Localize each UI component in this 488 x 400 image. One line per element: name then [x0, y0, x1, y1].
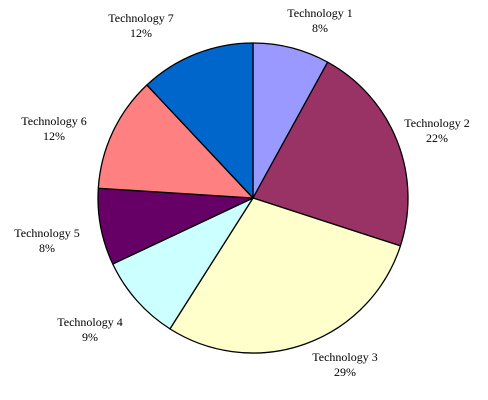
- pie-label-technology-7: Technology 7 12%: [108, 11, 173, 40]
- pie-label-percent: 22%: [426, 131, 448, 145]
- pie-slice-technology-6: [97, 84, 254, 199]
- pie-slices: [97, 42, 409, 354]
- pie-labels: Technology 1 8%Technology 2 22%Technology …: [14, 6, 469, 379]
- pie-label-name: Technology 3: [312, 350, 377, 364]
- pie-label-technology-1: Technology 1 8%: [287, 6, 352, 35]
- pie-label-name: Technology 5: [14, 226, 79, 240]
- pie-slice-technology-2: [252, 61, 409, 247]
- pie-label-technology-4: Technology 4 9%: [57, 315, 122, 344]
- pie-slice-technology-3: [169, 197, 402, 354]
- pie-label-technology-5: Technology 5 8%: [14, 226, 79, 255]
- pie-label-percent: 12%: [130, 26, 152, 40]
- pie-slice-technology-7: [146, 42, 254, 199]
- pie-label-percent: 8%: [39, 241, 55, 255]
- pie-label-technology-2: Technology 2 22%: [404, 116, 469, 145]
- pie-label-percent: 29%: [334, 365, 356, 379]
- pie-label-percent: 12%: [43, 129, 65, 143]
- pie-label-name: Technology 7: [108, 11, 173, 25]
- pie-label-name: Technology 4: [57, 315, 122, 329]
- pie-label-name: Technology 2: [404, 116, 469, 130]
- pie-label-technology-3: Technology 3 29%: [312, 350, 377, 379]
- pie-slice-technology-4: [112, 197, 254, 330]
- pie-label-name: Technology 1: [287, 6, 352, 20]
- pie-label-name: Technology 6: [21, 114, 86, 128]
- pie-label-percent: 8%: [312, 21, 328, 35]
- pie-label-percent: 9%: [82, 330, 98, 344]
- pie-label-technology-6: Technology 6 12%: [21, 114, 86, 143]
